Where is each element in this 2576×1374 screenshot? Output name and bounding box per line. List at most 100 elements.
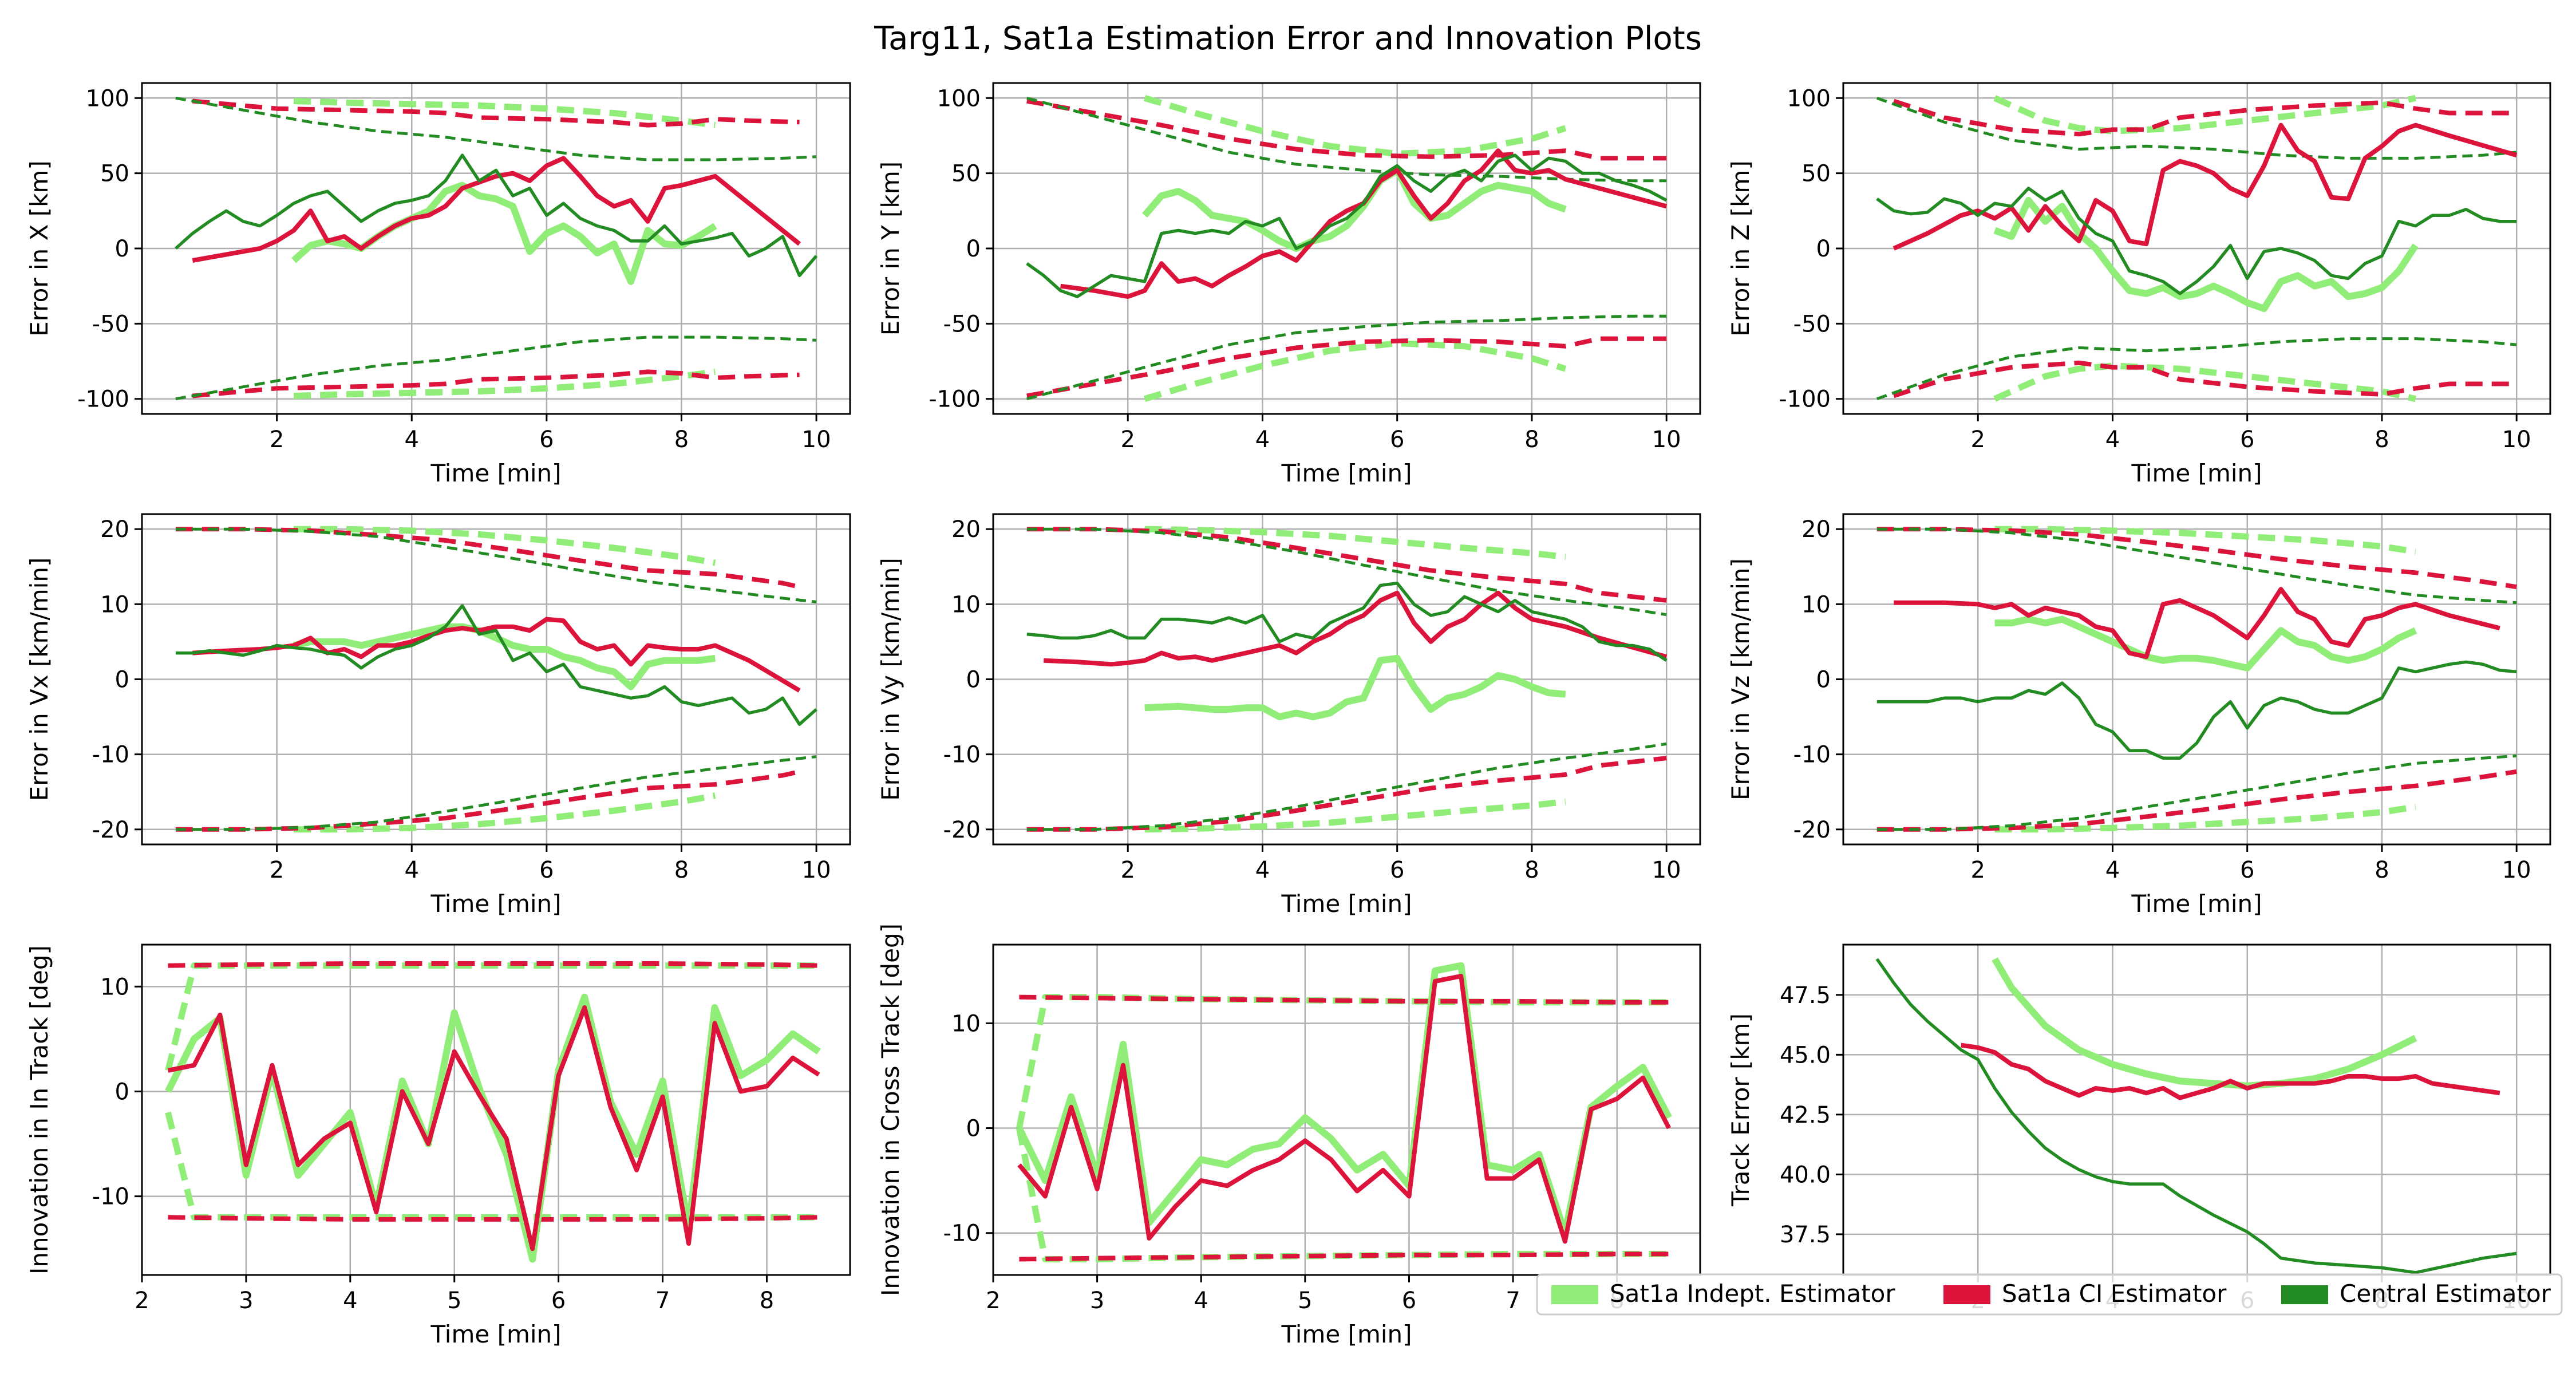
ci-bound-line [1893,360,2517,398]
legend-swatch [1943,1285,1990,1304]
x-tick-label: 2 [1971,857,1985,883]
central-bound-line [1876,96,2517,160]
y-axis-label: Error in X [km] [25,160,53,337]
ci-estimate-line [1893,123,2518,251]
legend-label: Sat1a CI Estimator [2002,1280,2227,1308]
central-bound-line [1876,754,2517,831]
central-bound-line [1026,314,1667,401]
ci-bound-line [168,1215,819,1222]
x-tick-label: 10 [2502,857,2531,883]
y-tick-label: 20 [951,516,981,543]
x-tick-label: 5 [1298,1288,1312,1314]
x-tick-label: 6 [1390,857,1404,883]
x-axis-label: Time [min] [430,1320,561,1348]
x-tick-label: 4 [343,1288,357,1314]
central-estimate-line [175,604,817,726]
y-tick-label: 0 [966,236,981,262]
legend-label: Sat1a Indept. Estimator [1610,1280,1895,1308]
y-tick-label: -20 [943,817,981,843]
y-tick-label: -20 [92,817,129,843]
y-tick-label: -50 [92,311,129,337]
y-tick-label: -50 [943,311,981,337]
y-tick-label: 20 [1801,516,1831,543]
central-estimate-line [1875,958,2517,1274]
indept-bound-line [1144,340,1567,402]
indept-bound-line [1993,94,2416,135]
y-tick-label: -10 [92,1184,129,1210]
ci-bound-line [1876,527,2517,590]
x-tick-label: 3 [239,1288,253,1314]
y-tick-label: -20 [1793,817,1831,843]
indept-bound-line [293,98,716,129]
x-tick-label: 4 [405,427,419,453]
y-tick-label: 40.0 [1780,1162,1831,1188]
ci-bound-line [1026,98,1667,161]
x-axis-label: Time [min] [1281,1320,1412,1348]
x-tick-label: 6 [1402,1288,1416,1314]
indept-estimate-line [1993,196,2419,313]
y-axis-label: Error in Vx [km/min] [25,558,53,802]
central-bound-line [175,755,817,831]
y-axis-label: Track Error [km] [1726,1013,1755,1207]
y-axis-label: Error in Z [km] [1726,160,1755,337]
x-tick-label: 6 [2240,857,2254,883]
y-axis-label: Innovation in Cross Track [deg] [876,923,904,1296]
x-tick-label: 2 [986,1288,1000,1314]
y-tick-label: 0 [1816,236,1831,262]
ci-bound-line [1026,336,1667,398]
y-axis-label: Error in Vy [km/min] [876,558,904,801]
indept-bound-line [1994,526,2416,555]
x-tick-label: 2 [270,427,284,453]
y-tick-label: 10 [1801,591,1831,618]
y-tick-label: 20 [100,516,129,543]
ci-estimate-line [192,156,801,263]
ci-estimate-line [1060,148,1668,299]
ci-estimate-line [1044,590,1668,667]
y-axis-label: Error in Y [km] [876,161,904,335]
x-tick-label: 4 [2105,857,2120,883]
y-tick-label: 10 [100,974,129,1000]
x-tick-label: 2 [1121,857,1135,883]
x-tick-label: 10 [1652,427,1681,453]
x-tick-label: 8 [1524,857,1539,883]
y-tick-label: 10 [100,591,129,618]
x-tick-label: 6 [1390,427,1404,453]
legend-frame [1536,1273,2563,1316]
x-tick-label: 2 [270,857,284,883]
indept-bound-line [1144,798,1566,833]
y-tick-label: 37.5 [1780,1222,1831,1248]
central-bound-line [1026,96,1667,183]
panel-err-vz: 2 4 6 8 10 -20 -10 0 10 20 Time [min] Error in Vz [… [1726,513,2551,918]
x-axis-label: Time [min] [2131,890,2262,918]
x-tick-label: 10 [1652,857,1681,883]
y-tick-label: 45.0 [1780,1042,1831,1068]
central-bound-line [1876,337,2517,401]
ci-estimate-line [1017,974,1672,1244]
y-axis-label: Error in Vz [km/min] [1726,558,1755,800]
y-tick-label: 0 [966,1116,981,1142]
x-tick-label: 8 [760,1288,774,1314]
x-tick-label: 4 [1255,857,1270,883]
indept-bound-line [1994,803,2416,833]
y-tick-label: -10 [92,742,129,768]
ci-bound-line [192,98,800,128]
x-tick-label: 8 [2374,427,2389,453]
y-tick-label: 10 [951,591,981,618]
x-tick-label: 7 [1506,1288,1520,1314]
figure-title: Targ11, Sat1a Estimation Error and Innov… [874,20,1702,57]
central-estimate-line [175,153,818,278]
ci-bound-line [1019,994,1669,1005]
central-bound-line [1026,742,1667,831]
x-tick-label: 4 [1194,1288,1208,1314]
ci-bound-line [168,961,819,968]
indept-estimate-line [1016,962,1672,1237]
panel-err-vx: 2 4 6 8 10 -20 -10 0 10 20 Time [min] Error in Vx [… [25,513,851,918]
indept-bound-line [293,368,716,399]
central-bound-line [1876,527,2517,605]
x-tick-label: 2 [135,1288,149,1314]
ci-estimate-line [167,1005,820,1251]
indept-estimate-line [1144,654,1566,721]
y-tick-label: 0 [1816,667,1831,693]
